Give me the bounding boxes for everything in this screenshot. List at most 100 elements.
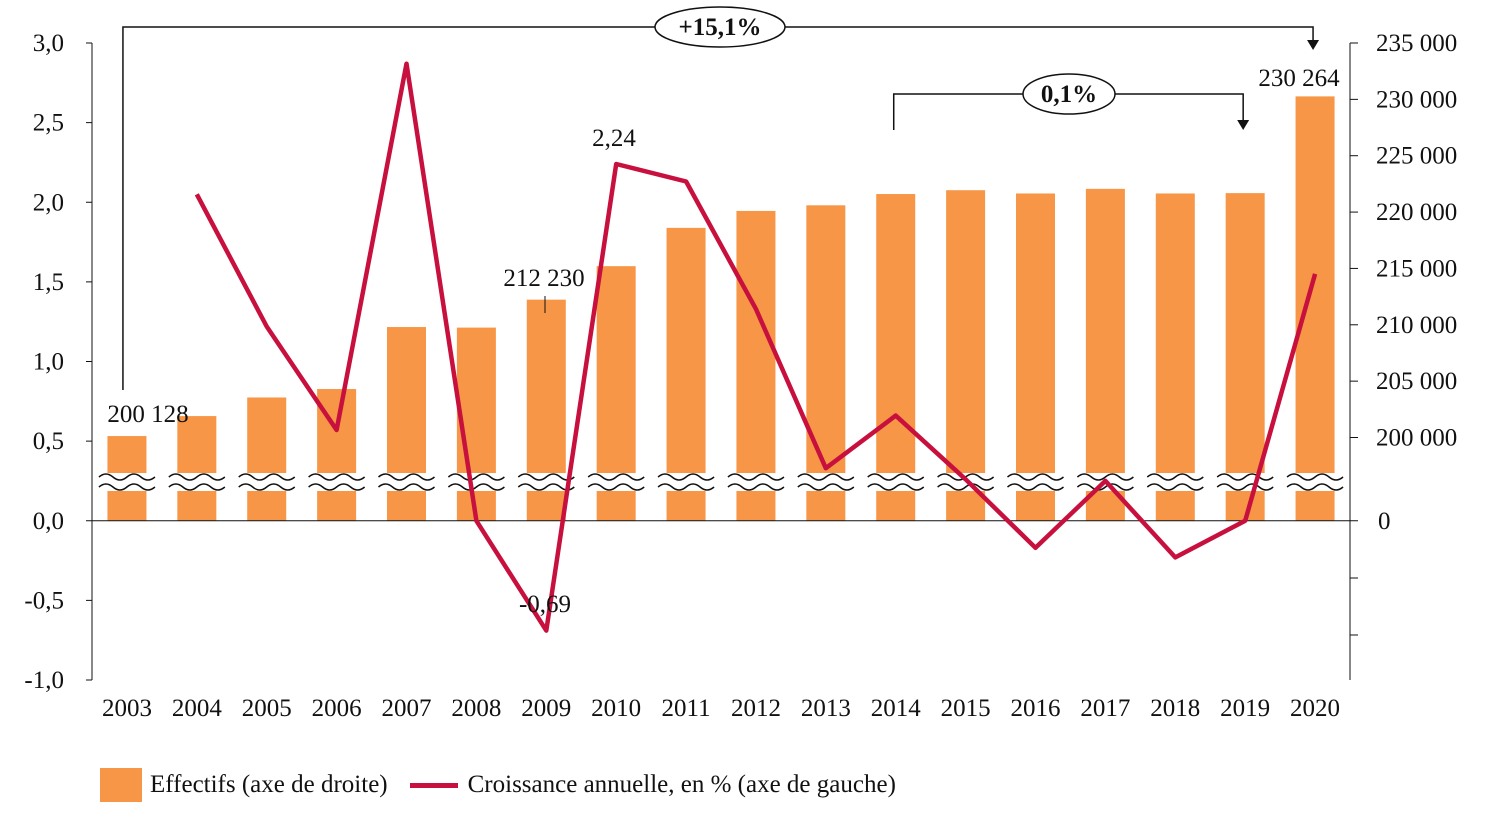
axis-break-mark xyxy=(447,483,505,491)
chart-svg: 3,0 2,5 2,0 1,5 1,0 0,5 0,0 -0,5 -1,0 235 000 230 … xyxy=(24,6,1457,722)
axis-break-mark xyxy=(168,483,226,491)
annotation-recent-ellipse xyxy=(1022,73,1116,115)
category-label-2009: 2009 xyxy=(521,695,571,722)
category-label-2003: 2003 xyxy=(102,695,152,722)
category-label-2008: 2008 xyxy=(451,695,501,722)
left-tick-label: 1,0 xyxy=(33,349,64,376)
legend-label-effectifs: Effectifs (axe de droite) xyxy=(150,771,388,798)
axis-break-mark xyxy=(98,473,156,481)
annotation-total-bracket xyxy=(122,26,1314,390)
data-label-2: 230 264 xyxy=(1258,65,1340,92)
right-tick-label: 0 xyxy=(1378,508,1391,535)
left-tick-label: 2,5 xyxy=(33,110,64,137)
annotation-total-arrowhead xyxy=(1307,40,1320,50)
category-label-2017: 2017 xyxy=(1080,695,1130,722)
category-label-2020: 2020 xyxy=(1290,695,1340,722)
legend-item-effectifs: Effectifs (axe de droite) xyxy=(100,768,388,802)
annotation-total-text: +15,1% xyxy=(679,14,762,41)
axis-break-mark xyxy=(308,483,366,491)
legend: Effectifs (axe de droite) Croissance ann… xyxy=(100,762,914,808)
right-tick-label: 230 000 xyxy=(1376,86,1457,113)
category-label-2007: 2007 xyxy=(382,695,432,722)
left-tick-label: 1,5 xyxy=(33,269,64,296)
category-label-2006: 2006 xyxy=(312,695,362,722)
axis-break-mark xyxy=(1146,473,1204,481)
axis-break-mark xyxy=(447,473,505,481)
category-label-2018: 2018 xyxy=(1150,695,1200,722)
axis-break-mark xyxy=(1216,483,1274,491)
axis-break-mark xyxy=(378,483,435,491)
axis-break-mark xyxy=(1146,483,1204,491)
axis-break-mark xyxy=(727,473,785,481)
right-tick-label: 235 000 xyxy=(1376,30,1457,57)
bar-2005 xyxy=(247,397,287,521)
axis-break-mark xyxy=(797,473,855,481)
axis-break-mark xyxy=(797,483,855,491)
category-label-2012: 2012 xyxy=(731,695,781,722)
data-label-3: 2,24 xyxy=(592,125,636,152)
left-tick-label: 0,0 xyxy=(33,508,64,535)
category-label-2004: 2004 xyxy=(172,695,223,722)
right-tick-label: 225 000 xyxy=(1376,143,1457,170)
axis-break-mark xyxy=(308,473,366,481)
bar-2018 xyxy=(1155,193,1195,521)
annotation-recent-text: 0,1% xyxy=(1041,81,1097,108)
right-tick-label: 220 000 xyxy=(1376,199,1457,226)
axis-break-mark xyxy=(238,483,296,491)
bar-2017 xyxy=(1085,188,1125,521)
bar-2015 xyxy=(946,190,986,521)
legend-bar-swatch xyxy=(100,768,142,802)
category-label-2016: 2016 xyxy=(1011,695,1061,722)
data-label-4: -0,69 xyxy=(519,591,571,618)
category-label-2011: 2011 xyxy=(662,695,711,722)
bar-2019 xyxy=(1225,193,1265,521)
bar-2016 xyxy=(1016,193,1055,521)
annotation-total-ellipse xyxy=(654,6,786,48)
bar-2020 xyxy=(1295,96,1335,521)
right-tick-label: 205 000 xyxy=(1376,368,1457,395)
legend-item-croissance: Croissance annuelle, en % (axe de gauche… xyxy=(406,771,896,799)
left-tick-label: 0,5 xyxy=(33,428,64,455)
right-tick-label: 200 000 xyxy=(1376,425,1457,452)
annotation-recent-arrowhead xyxy=(1237,120,1250,130)
axis-break-mark xyxy=(727,483,785,491)
axis-break-mark xyxy=(1007,473,1064,481)
left-tick-label: -0,5 xyxy=(24,587,64,614)
growth-line xyxy=(194,61,1318,633)
data-label-1: 212 230 xyxy=(503,265,584,292)
axis-break-mark xyxy=(1286,473,1344,481)
left-tick-label: 3,0 xyxy=(33,30,64,57)
axis-break-mark xyxy=(168,473,226,481)
category-label-2005: 2005 xyxy=(242,695,292,722)
axis-break-mark xyxy=(517,483,575,491)
bar-2014 xyxy=(876,194,916,521)
axis-break-mark xyxy=(937,483,995,491)
category-label-2015: 2015 xyxy=(941,695,991,722)
axis-break-mark xyxy=(1286,483,1344,491)
bar-2012 xyxy=(736,210,776,521)
axis-break-mark xyxy=(1216,473,1274,481)
axis-break-mark xyxy=(238,473,296,481)
category-label-2014: 2014 xyxy=(871,695,922,722)
category-label-2010: 2010 xyxy=(591,695,641,722)
axis-break-mark xyxy=(587,473,645,481)
bar-2007 xyxy=(387,327,426,521)
category-label-2013: 2013 xyxy=(801,695,851,722)
right-tick-label: 215 000 xyxy=(1376,255,1457,282)
axis-break-mark xyxy=(587,483,645,491)
legend-label-croissance: Croissance annuelle, en % (axe de gauche… xyxy=(467,771,896,798)
axis-break-mark xyxy=(657,483,715,491)
bar-2011 xyxy=(666,227,706,521)
bar-2004 xyxy=(177,416,217,521)
axis-break-mark xyxy=(1076,483,1134,491)
right-tick-label: 210 000 xyxy=(1376,312,1457,339)
axis-break-mark xyxy=(98,483,156,491)
axis-break-mark xyxy=(1076,473,1134,481)
axis-break-mark xyxy=(378,473,435,481)
data-label-0: 200 128 xyxy=(107,401,188,428)
axis-break-gap xyxy=(96,473,1362,491)
axis-break-mark xyxy=(517,473,575,481)
axis-break-mark xyxy=(867,483,925,491)
category-label-2019: 2019 xyxy=(1220,695,1270,722)
left-tick-label: -1,0 xyxy=(24,667,64,694)
